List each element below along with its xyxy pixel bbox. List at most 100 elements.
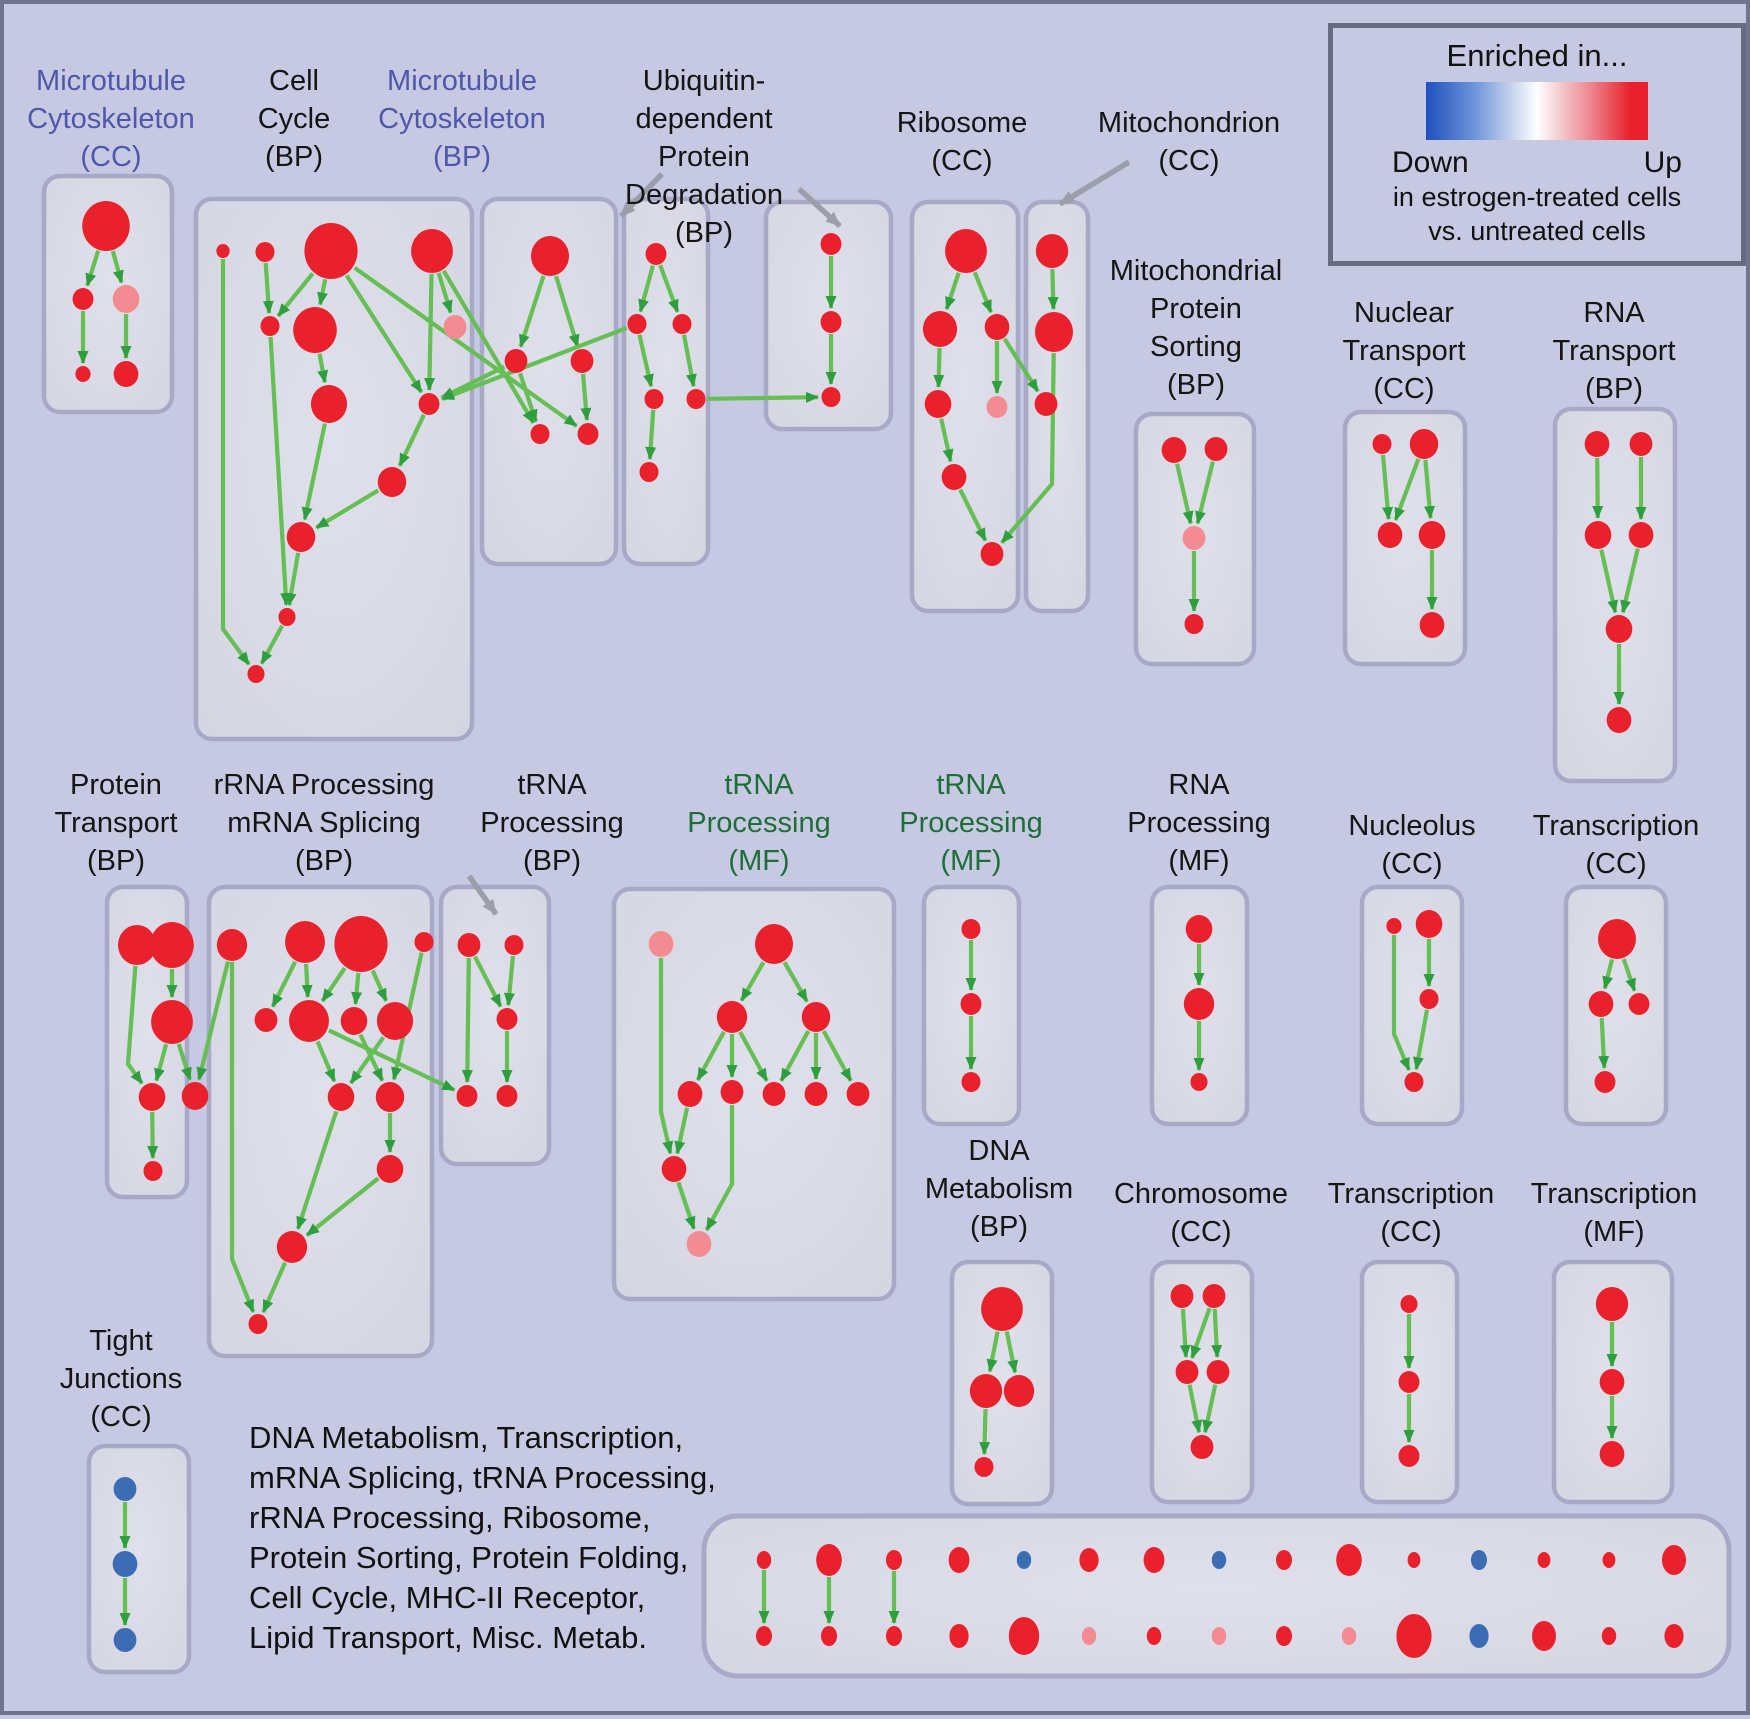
trna-processing-mf-1-edge-10	[676, 1181, 696, 1230]
nucleolus-node-0	[1386, 918, 1402, 934]
trna-bp-arrow	[466, 874, 499, 916]
mito-protein-sorting-edge-1	[1195, 461, 1215, 525]
cell-cycle-edge-8	[301, 423, 327, 521]
rrna-mrna-edge-5	[370, 969, 389, 1002]
ubiquitin-box-a-edge-3	[681, 334, 697, 388]
network-canvas	[41, 159, 1732, 1679]
transcription-cc-3-node-2	[1398, 1445, 1420, 1467]
microtubule-cc-node-3	[75, 366, 91, 382]
rrna-mrna-node-6	[340, 1007, 368, 1035]
trna-processing-mf-1-edge-7	[821, 1029, 853, 1082]
ubiquitin-box-b-node-1	[820, 311, 842, 333]
misc-enriched-terms-box	[701, 1513, 1732, 1679]
rrna-mrna-node-4	[254, 1008, 278, 1032]
ubiquitin-box-a-node-4	[686, 389, 706, 409]
transcription-mf-node-1	[1599, 1369, 1625, 1395]
dna-metabolism-edge-0	[986, 1331, 1000, 1373]
trna-processing-bp-node-0	[457, 933, 481, 957]
transcription-mf-node-0	[1595, 1287, 1629, 1321]
cross-edge-5	[1002, 337, 1040, 393]
cell-cycle-edge-12	[259, 624, 285, 665]
rrna-mrna-box	[206, 884, 435, 1359]
cell-cycle-node-8	[418, 393, 440, 415]
chromosome-node-2	[1175, 1360, 1199, 1384]
mito-protein-sorting-node-0	[1161, 437, 1187, 463]
cell-cycle-edge-5	[436, 272, 453, 314]
transcription-cc-2-edge-1	[1621, 958, 1637, 992]
rrna-mrna-edge-8	[349, 1036, 386, 1085]
protein-transport-node-1	[150, 922, 194, 968]
misc-enriched-terms-bottom-node-2	[886, 1626, 902, 1646]
transcription-cc-2-node-3	[1594, 1071, 1616, 1093]
rna-transport-node-1	[1629, 432, 1653, 456]
misc-enriched-terms-top-node-0	[756, 1551, 772, 1569]
dna-metabolism-edge-2	[979, 1408, 991, 1455]
annotation-arrows-layer	[466, 159, 1131, 916]
nuclear-transport-node-1	[1409, 429, 1439, 459]
ribosome-node-2	[984, 314, 1010, 340]
misc-enriched-terms-top-node-11	[1471, 1550, 1487, 1570]
rrna-mrna-node-0	[216, 929, 248, 961]
ubiquitin-box-b-node-2	[821, 387, 841, 407]
cell-cycle-edge-6	[424, 273, 436, 391]
chromosome-edge-2	[1211, 1308, 1223, 1358]
ribosome-edge-2	[933, 347, 945, 388]
misc-enriched-terms-top-node-3	[948, 1547, 970, 1573]
protein-transport-edge-3	[176, 1043, 193, 1081]
misc-enriched-terms-bottom-node-6	[1146, 1627, 1162, 1645]
misc-enriched-terms-bottom-node-11	[1469, 1624, 1489, 1648]
microtubule-bp-edge-3	[580, 373, 592, 421]
rna-transport-edge-2	[1599, 549, 1619, 614]
trna-processing-mf-1-node-6	[762, 1082, 786, 1106]
misc-enriched-terms-top-node-5	[1079, 1548, 1099, 1572]
chromosome-edge-4	[1202, 1384, 1218, 1434]
cell-cycle-node-5	[293, 307, 337, 353]
rna-transport-node-2	[1584, 521, 1612, 549]
trna-processing-mf-1-edge-8	[658, 958, 674, 1155]
microtubule-bp-node-2	[570, 349, 594, 373]
microtubule-cc-box	[41, 173, 175, 415]
trna-processing-mf-1-node-10	[686, 1231, 712, 1257]
chromosome-node-1	[1202, 1284, 1226, 1308]
misc-enriched-terms-top-node-14	[1662, 1545, 1686, 1575]
chromosome-node-3	[1206, 1360, 1230, 1384]
microtubule-cc-edge-1	[110, 250, 124, 284]
ribosome-node-4	[986, 396, 1008, 418]
misc-terms-text-block: DNA Metabolism, Transcription, mRNA Spli…	[249, 1420, 716, 1655]
ubiquitin-arrow-right	[797, 186, 842, 229]
misc-enriched-terms-bottom-node-3	[949, 1624, 969, 1648]
misc-enriched-terms-top-node-7	[1211, 1551, 1227, 1569]
trna-processing-mf-1-edge-5	[779, 1029, 811, 1082]
transcription-cc-2-node-0	[1598, 919, 1636, 959]
cell-cycle-node-1	[255, 242, 275, 262]
protein-transport-edge-2	[154, 1043, 169, 1082]
cell-cycle-edge-10	[315, 488, 380, 530]
trna-processing-mf-1-node-5	[720, 1080, 744, 1104]
cell-cycle-edge-13	[268, 336, 292, 606]
misc-enriched-terms-top-node-4	[1016, 1551, 1032, 1569]
ubiquitin-box-a-node-1	[627, 314, 647, 334]
rna-transport-node-4	[1605, 615, 1633, 643]
legend: Enriched in... Down Up in estrogen-treat…	[1328, 23, 1746, 266]
ribosome-edge-5	[958, 488, 988, 542]
microtubule-cc-node-0	[82, 201, 130, 251]
misc-enriched-terms-bottom-node-13	[1601, 1627, 1617, 1645]
cell-cycle-node-7	[310, 385, 348, 423]
rrna-mrna-node-2	[334, 916, 388, 972]
rna-transport-edge-0	[1592, 457, 1604, 519]
rrna-mrna-edge-1	[270, 960, 298, 1008]
rrna-mrna-node-11	[276, 1231, 308, 1263]
trna-processing-bp-node-3	[456, 1085, 478, 1107]
nuclear-transport-node-4	[1419, 612, 1445, 638]
trna-processing-mf-2-node-2	[961, 1072, 981, 1092]
rrna-mrna-edge-2	[301, 963, 313, 998]
tight-junctions-node-0	[113, 1477, 137, 1501]
trna-processing-mf-1-node-1	[755, 924, 793, 964]
trna-processing-bp-edge-1	[473, 955, 503, 1008]
ubiquitin-box-a-node-2	[672, 314, 692, 334]
ubiquitin-box-a-edge-2	[637, 334, 654, 388]
dna-metabolism-box	[949, 1259, 1055, 1507]
cell-cycle-node-3	[411, 229, 453, 273]
trna-processing-mf-1-node-3	[801, 1002, 831, 1032]
